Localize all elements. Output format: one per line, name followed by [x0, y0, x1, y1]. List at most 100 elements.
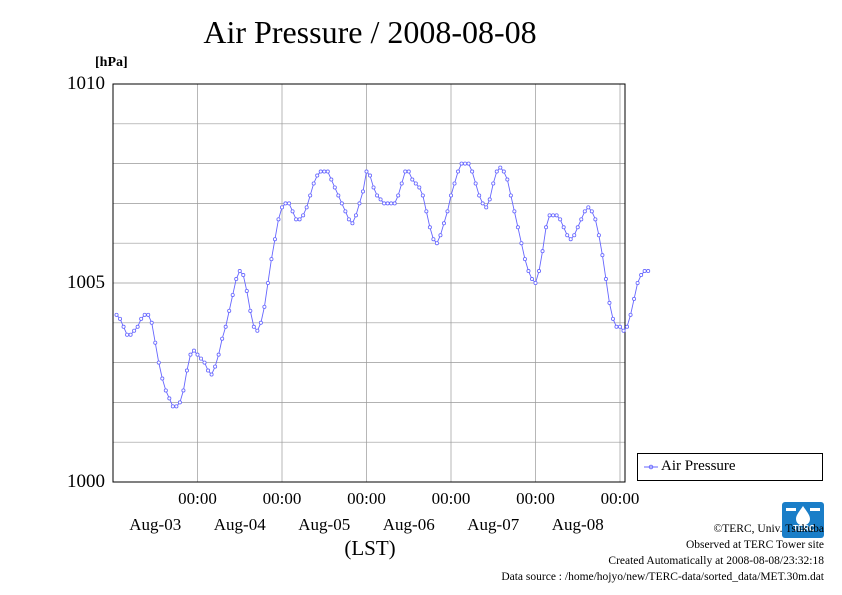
data-point [336, 193, 341, 198]
data-point [234, 277, 239, 282]
legend-label: Air Pressure [661, 458, 736, 474]
grid-lines [113, 84, 625, 482]
data-point [206, 368, 211, 373]
data-point [526, 269, 531, 274]
data-point [515, 225, 520, 230]
footer-site: Observed at TERC Tower site [685, 539, 824, 551]
data-point [371, 185, 376, 190]
data-point [639, 273, 644, 278]
data-point [353, 213, 358, 218]
x-tick-date: Aug-03 [129, 515, 182, 534]
data-point [167, 396, 172, 401]
data-point [586, 205, 591, 210]
data-point [118, 316, 123, 321]
data-point [399, 181, 404, 186]
y-tick-label: 1010 [67, 73, 105, 94]
data-point [491, 181, 496, 186]
footer-source: Data source : /home/hojyo/new/TERC-data/… [501, 571, 824, 583]
data-point [427, 225, 432, 230]
data-point [438, 233, 443, 238]
terc-logo [782, 502, 824, 538]
data-point [568, 237, 573, 242]
data-point [473, 181, 478, 186]
data-point [572, 233, 577, 238]
data-point [308, 193, 313, 198]
data-point [420, 193, 425, 198]
y-tick-label: 1005 [67, 272, 105, 293]
x-axis-label: (LST) [344, 536, 396, 560]
data-point [360, 189, 365, 194]
data-point [297, 217, 302, 222]
terc-logo-text: TERC [793, 524, 815, 533]
data-point [508, 193, 513, 198]
data-point [258, 320, 263, 325]
data-point [195, 352, 200, 357]
footer-credit: ©TERC, Univ. Tsukuba [713, 523, 824, 535]
data-point [294, 217, 299, 222]
data-point [375, 193, 380, 198]
data-point [163, 388, 168, 393]
data-point [279, 205, 284, 210]
data-point [339, 201, 344, 206]
data-point [575, 225, 580, 230]
data-point [459, 161, 464, 166]
data-point [385, 201, 390, 206]
data-point [368, 173, 373, 178]
data-point [646, 269, 651, 274]
data-point [610, 316, 615, 321]
data-point [160, 376, 165, 381]
data-point [227, 308, 232, 313]
data-point [540, 249, 545, 254]
data-point [417, 185, 422, 190]
data-point [262, 304, 267, 309]
data-point [343, 209, 348, 214]
data-point [139, 316, 144, 321]
data-point [635, 280, 640, 285]
data-point [565, 233, 570, 238]
x-tick-time: 00:00 [516, 489, 555, 508]
data-point [389, 201, 394, 206]
data-point [498, 165, 503, 170]
data-point [501, 169, 506, 174]
data-point [135, 324, 140, 329]
data-point [142, 312, 147, 317]
data-point [248, 308, 253, 313]
y-axis-unit: [hPa] [95, 55, 128, 70]
x-tick-time: 00:00 [600, 489, 640, 508]
data-point [470, 169, 475, 174]
data-point [632, 296, 637, 301]
data-point [424, 209, 429, 214]
data-point [410, 177, 415, 182]
data-point [621, 328, 626, 333]
x-tick-time: 00:00 [347, 489, 386, 508]
data-point [311, 181, 316, 186]
data-point [625, 324, 630, 329]
data-point [350, 221, 355, 226]
data-point [325, 169, 330, 174]
data-point [445, 209, 450, 214]
data-point [244, 288, 249, 293]
data-point [364, 169, 369, 174]
data-point [382, 201, 387, 206]
data-point [579, 217, 584, 222]
x-tick-date: Aug-04 [213, 515, 266, 534]
data-point [177, 400, 182, 405]
data-point [558, 217, 563, 222]
data-point [209, 372, 214, 377]
data-point [596, 233, 601, 238]
data-point [628, 312, 633, 317]
data-point [480, 201, 485, 206]
data-point [413, 181, 418, 186]
footer-notes: ©TERC, Univ. Tsukuba Observed at TERC To… [501, 521, 824, 585]
x-tick-date: Aug-08 [551, 515, 604, 534]
data-point [184, 368, 189, 373]
data-point [290, 209, 295, 214]
data-point [223, 324, 228, 329]
data-point [600, 253, 605, 258]
data-point [614, 324, 619, 329]
data-point [170, 404, 175, 409]
data-point [463, 161, 468, 166]
data-point [582, 209, 587, 214]
data-point [487, 197, 492, 202]
data-point [146, 312, 151, 317]
